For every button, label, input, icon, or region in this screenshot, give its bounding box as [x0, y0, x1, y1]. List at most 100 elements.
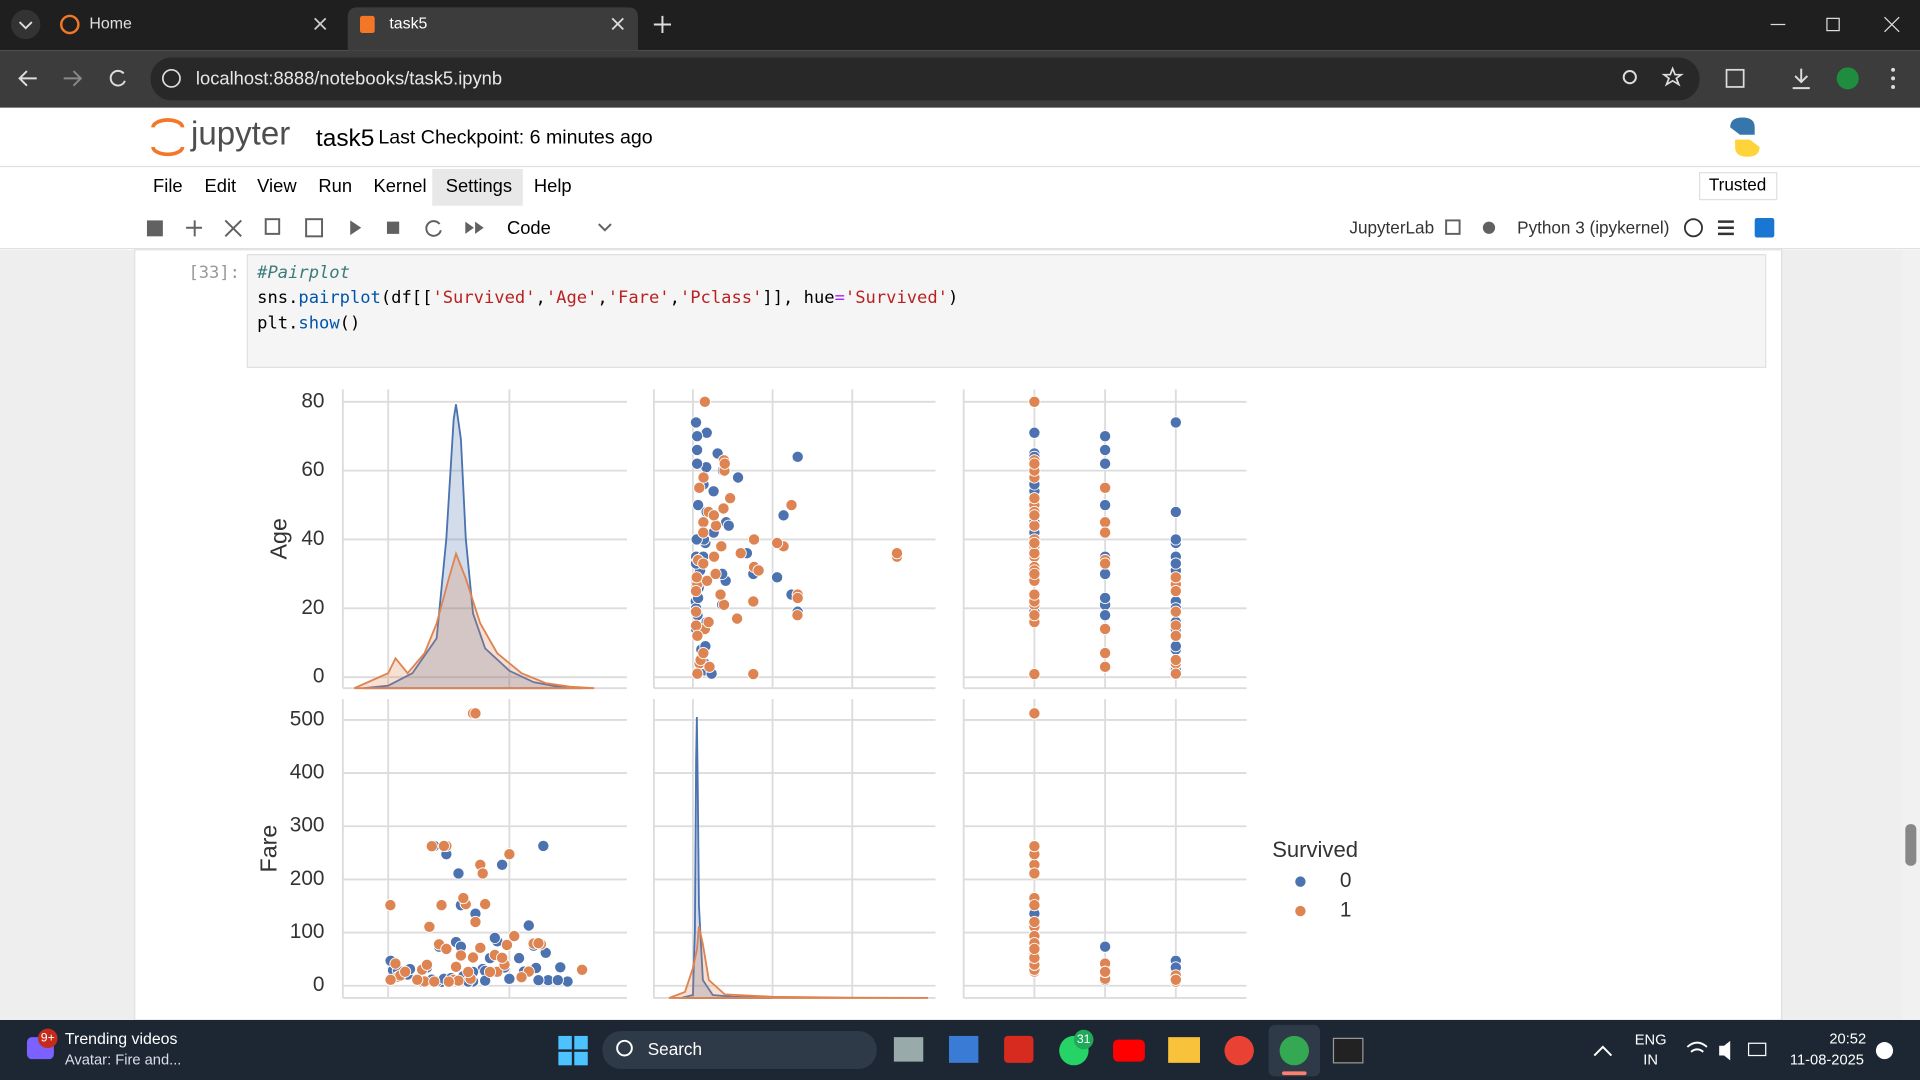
notifications[interactable]	[1875, 1042, 1894, 1060]
chrome[interactable]	[1279, 1035, 1309, 1066]
chrome[interactable]	[1224, 1035, 1254, 1066]
zoom[interactable]	[1622, 70, 1637, 85]
scatter-point	[1028, 536, 1041, 549]
youtube[interactable]	[1113, 1039, 1145, 1062]
search-box[interactable]	[602, 1031, 877, 1069]
scatter-point	[1099, 557, 1112, 570]
code-token: pairplot	[298, 288, 380, 308]
close-window[interactable]	[1884, 16, 1900, 33]
y-tick-label: 20	[301, 596, 324, 619]
news-badge: 9+	[41, 1031, 55, 1045]
scatter-point	[452, 867, 465, 880]
scatter-point	[747, 667, 760, 681]
scatter-point	[1169, 416, 1182, 429]
scatter-point	[1028, 457, 1041, 470]
menu-item[interactable]: File	[153, 175, 183, 196]
scatter-point	[384, 973, 397, 986]
menu-item[interactable]: Edit	[204, 175, 236, 196]
downloads[interactable]	[1792, 68, 1810, 90]
address-bar[interactable]	[150, 57, 1700, 101]
reload[interactable]	[109, 69, 126, 87]
scatter-point	[1169, 667, 1182, 680]
scatter-point	[449, 960, 463, 973]
interrupt[interactable]	[386, 221, 400, 234]
menu-item[interactable]: Kernel	[373, 175, 426, 196]
scatter-point	[435, 899, 448, 912]
scatter-point	[707, 509, 720, 522]
tray-chevron[interactable]	[1593, 1045, 1613, 1057]
cut[interactable]	[224, 219, 242, 238]
menu-item[interactable]: View	[257, 175, 297, 196]
back[interactable]	[18, 70, 37, 87]
wifi[interactable]	[1686, 1041, 1708, 1053]
paste[interactable]	[305, 218, 324, 238]
menu-dot[interactable]	[1891, 67, 1896, 72]
notebook-toolbar: Code JupyterLab Python 3 (ipykernel)	[146, 217, 1775, 238]
start-tile	[558, 1051, 572, 1066]
terminal[interactable]	[1332, 1037, 1364, 1064]
store[interactable]	[948, 1035, 979, 1063]
menu-item[interactable]: Settings	[446, 175, 512, 196]
run[interactable]	[350, 220, 362, 236]
battery[interactable]	[1747, 1042, 1767, 1057]
tab-close[interactable]	[611, 17, 624, 31]
scatter-point	[771, 571, 784, 584]
kernel-name[interactable]: Python 3 (ipykernel)	[1517, 218, 1669, 238]
menu-item[interactable]: Run	[318, 175, 352, 196]
scatter-point	[791, 450, 804, 463]
tab-active[interactable]: task5	[347, 7, 638, 51]
scatter-point	[724, 492, 737, 505]
insert[interactable]	[186, 220, 203, 237]
file-explorer[interactable]	[1168, 1037, 1200, 1063]
task-view[interactable]	[893, 1037, 924, 1062]
scatter-point	[508, 929, 521, 943]
tab-close[interactable]	[314, 17, 327, 31]
scatter-point	[554, 961, 567, 974]
restart-run-all[interactable]	[465, 221, 484, 234]
y-tick-label: 0	[313, 973, 325, 996]
scatter-point	[709, 567, 722, 580]
bookmark[interactable]	[1661, 66, 1684, 87]
scrollbar[interactable]	[1901, 249, 1920, 1021]
start[interactable]	[558, 1035, 588, 1066]
jupyterlab-link[interactable]: JupyterLab	[1349, 218, 1434, 238]
scatter-point	[709, 519, 723, 532]
site-info[interactable]	[162, 68, 181, 88]
restore[interactable]	[1826, 17, 1840, 32]
scatter-point	[425, 840, 438, 853]
profile[interactable]	[1836, 67, 1859, 90]
scatter-point	[791, 591, 804, 605]
scatter-point	[1028, 867, 1041, 880]
debugger[interactable]	[1482, 221, 1496, 234]
scatter-point	[522, 919, 535, 932]
y-tick-label: 80	[301, 389, 324, 412]
tab-home[interactable]: Home	[60, 14, 327, 35]
scatter-point	[551, 974, 564, 987]
scatter-point	[1028, 942, 1041, 955]
cell-input[interactable]	[246, 254, 1767, 368]
scatter-point	[532, 937, 545, 950]
extensions[interactable]	[1725, 68, 1745, 88]
save[interactable]	[146, 220, 163, 237]
toc[interactable]	[1717, 220, 1734, 236]
new-tab[interactable]	[653, 15, 672, 34]
cell-type[interactable]: Code	[507, 217, 551, 238]
restart[interactable]	[425, 220, 442, 237]
tab-search-button[interactable]	[11, 9, 41, 40]
scatter-point	[1028, 509, 1041, 522]
trusted-badge[interactable]	[1698, 172, 1778, 201]
notebook-name[interactable]: task5	[316, 125, 374, 152]
wps[interactable]	[1004, 1035, 1034, 1063]
scatter-point	[1099, 940, 1112, 953]
menu-item[interactable]: Help	[534, 175, 572, 196]
scroll-thumb[interactable]	[1905, 824, 1917, 866]
jupyter-logo[interactable]: jupyter	[190, 116, 290, 153]
scatter-point	[1169, 505, 1182, 518]
scatter-point	[1028, 840, 1041, 853]
start-tile	[558, 1035, 572, 1050]
property-inspector[interactable]	[1754, 217, 1775, 238]
scatter-point	[698, 395, 711, 408]
scatter-point	[1099, 430, 1112, 443]
forward[interactable]	[63, 70, 83, 87]
copy[interactable]	[264, 218, 281, 235]
